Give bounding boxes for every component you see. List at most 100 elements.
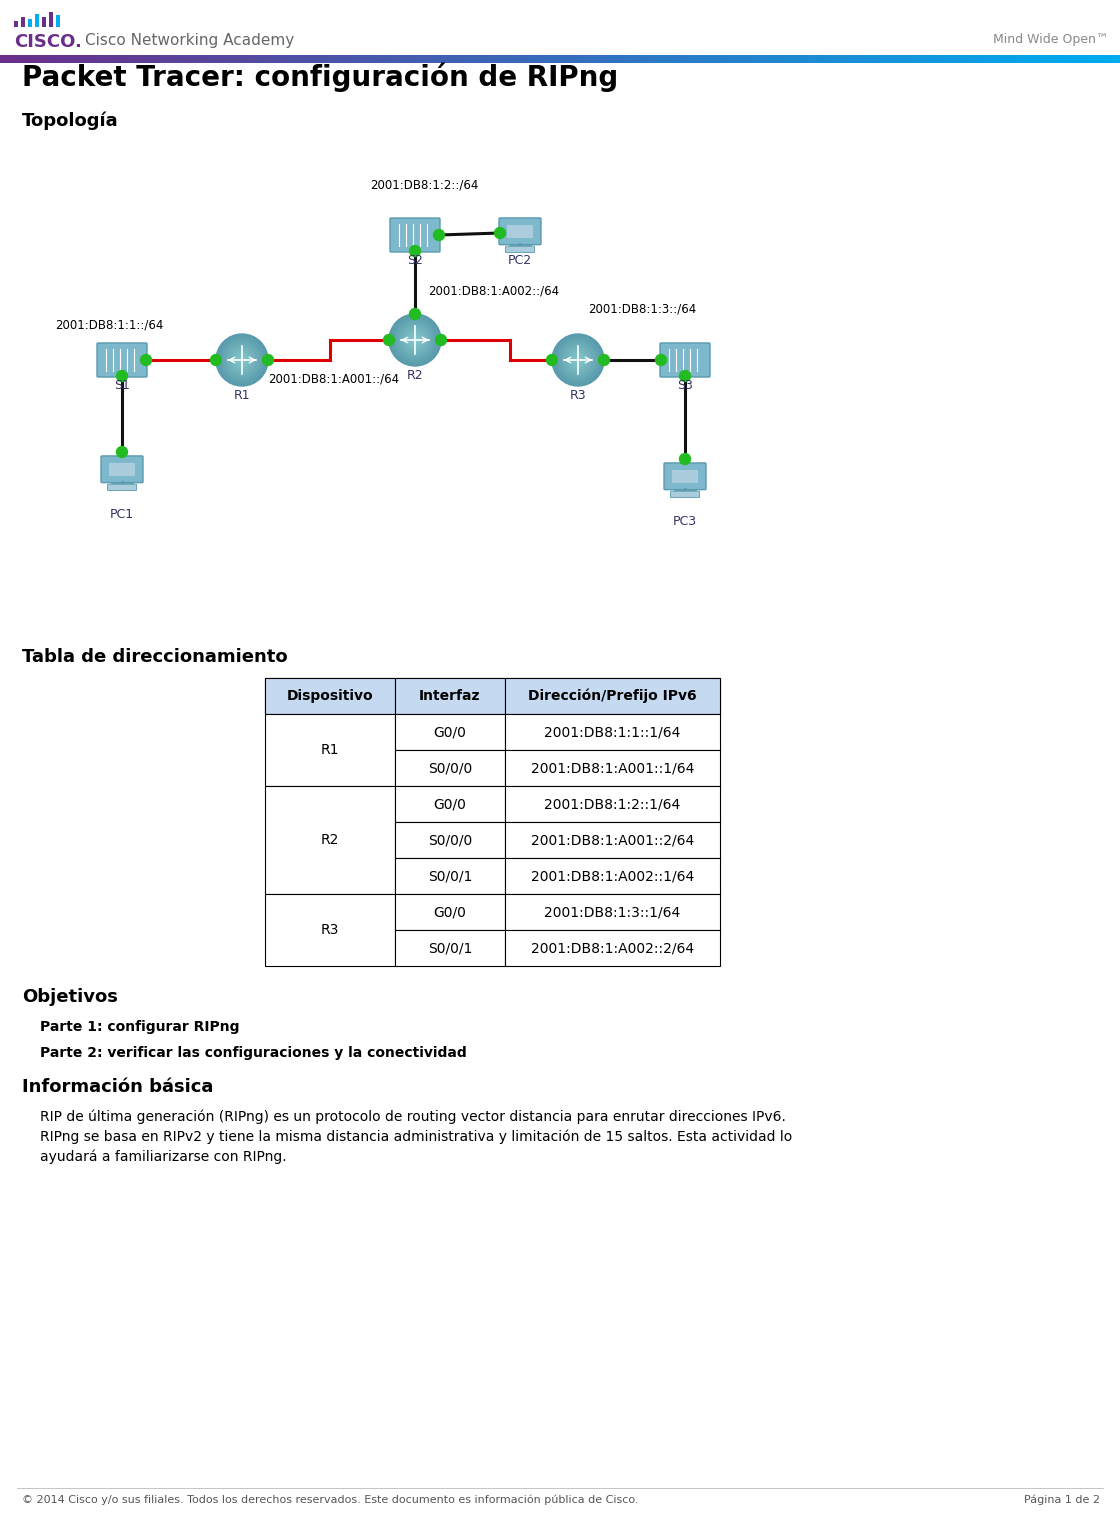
Bar — [618, 55, 623, 63]
Bar — [749, 55, 754, 63]
Circle shape — [237, 356, 246, 365]
Bar — [395, 894, 505, 929]
Bar — [708, 55, 712, 63]
Bar — [944, 55, 949, 63]
Bar — [248, 55, 252, 63]
Bar — [585, 55, 589, 63]
Bar — [869, 55, 874, 63]
Bar — [914, 55, 918, 63]
Bar — [1075, 55, 1080, 63]
Text: 2001:DB8:1:1::/64: 2001:DB8:1:1::/64 — [55, 317, 164, 331]
Bar — [11, 55, 16, 63]
Circle shape — [234, 353, 250, 368]
Bar — [850, 55, 855, 63]
Bar — [610, 55, 615, 63]
Text: Cisco Networking Academy: Cisco Networking Academy — [85, 34, 295, 47]
Bar — [532, 55, 536, 63]
Bar — [1042, 55, 1046, 63]
Text: Topología: Topología — [22, 111, 119, 130]
Bar — [427, 55, 431, 63]
Bar — [395, 823, 505, 858]
Bar — [409, 55, 412, 63]
Bar — [284, 55, 289, 63]
Bar — [60, 55, 64, 63]
Bar — [8, 55, 11, 63]
Bar — [1083, 55, 1086, 63]
Bar — [599, 55, 604, 63]
Bar — [1015, 55, 1019, 63]
Bar — [884, 55, 888, 63]
Text: S0/0/0: S0/0/0 — [428, 761, 473, 775]
Bar — [83, 55, 86, 63]
Bar — [674, 55, 679, 63]
Bar — [395, 858, 505, 894]
Text: PC2: PC2 — [508, 253, 532, 267]
Bar — [805, 55, 810, 63]
Bar — [727, 55, 731, 63]
Text: 2001:DB8:1:3::/64: 2001:DB8:1:3::/64 — [588, 304, 697, 316]
Bar — [371, 55, 375, 63]
Bar — [629, 55, 634, 63]
Bar — [1037, 55, 1042, 63]
Circle shape — [218, 336, 267, 385]
Bar — [1060, 55, 1064, 63]
Bar — [648, 55, 652, 63]
Bar — [521, 55, 525, 63]
Bar — [390, 55, 394, 63]
Circle shape — [568, 349, 588, 369]
Bar — [195, 55, 199, 63]
Text: R1: R1 — [320, 743, 339, 757]
Bar — [161, 55, 166, 63]
Circle shape — [396, 322, 433, 359]
Circle shape — [401, 327, 429, 354]
Bar — [1045, 55, 1049, 63]
Bar — [412, 55, 417, 63]
Text: 2001:DB8:1:A002::2/64: 2001:DB8:1:A002::2/64 — [531, 942, 694, 955]
Circle shape — [395, 320, 435, 360]
Text: 2001:DB8:1:2::/64: 2001:DB8:1:2::/64 — [370, 179, 478, 191]
Bar — [1034, 55, 1038, 63]
Bar — [254, 55, 259, 63]
Bar — [78, 55, 83, 63]
FancyBboxPatch shape — [390, 218, 440, 252]
Bar — [775, 55, 780, 63]
Bar — [494, 55, 498, 63]
Bar — [304, 55, 308, 63]
Bar — [0, 55, 4, 63]
Bar — [356, 55, 361, 63]
Bar — [348, 55, 353, 63]
Bar — [1101, 55, 1105, 63]
Circle shape — [216, 334, 268, 386]
Bar — [360, 55, 364, 63]
FancyBboxPatch shape — [108, 484, 137, 490]
Circle shape — [393, 317, 437, 362]
Bar — [502, 55, 506, 63]
Circle shape — [436, 334, 447, 345]
Bar — [738, 55, 743, 63]
Bar — [209, 55, 214, 63]
Bar — [259, 55, 263, 63]
Bar — [277, 55, 281, 63]
Bar — [682, 55, 685, 63]
Text: S3: S3 — [678, 378, 693, 392]
Bar — [596, 55, 600, 63]
Bar — [505, 749, 720, 786]
Bar — [105, 55, 109, 63]
Text: © 2014 Cisco y/o sus filiales. Todos los derechos reservados. Este documento es : © 2014 Cisco y/o sus filiales. Todos los… — [22, 1495, 638, 1505]
FancyBboxPatch shape — [664, 462, 706, 490]
Bar — [903, 55, 907, 63]
Bar — [697, 55, 701, 63]
Bar — [300, 55, 304, 63]
Bar — [22, 55, 27, 63]
Bar — [123, 55, 128, 63]
Bar — [566, 55, 570, 63]
Bar — [431, 55, 435, 63]
Bar — [318, 55, 323, 63]
Bar — [614, 55, 618, 63]
Bar — [797, 55, 802, 63]
Bar — [505, 678, 720, 714]
Bar — [395, 714, 505, 749]
Bar — [672, 470, 698, 484]
Bar — [176, 55, 180, 63]
Bar — [45, 55, 49, 63]
